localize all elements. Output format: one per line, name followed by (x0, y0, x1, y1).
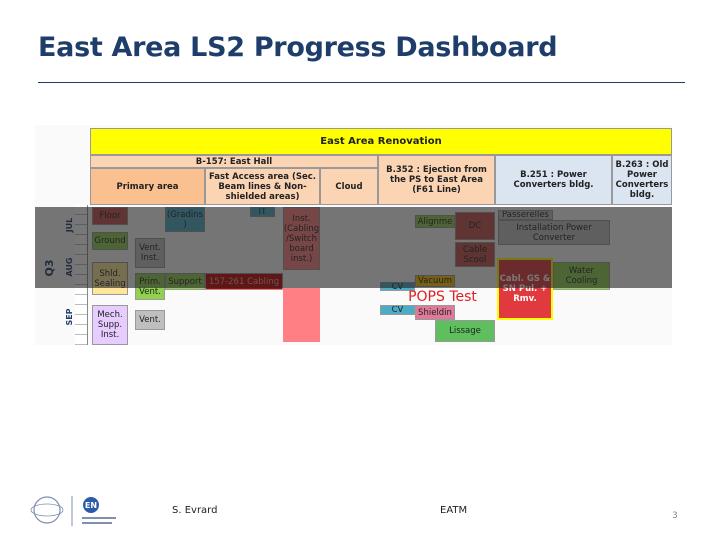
slide-title: East Area LS2 Progress Dashboard (38, 32, 558, 63)
header: East Area Renovation (90, 128, 672, 155)
dim-overlay (35, 207, 672, 288)
task-cell: Vent. (135, 310, 165, 330)
task-cell: Shieldin (415, 305, 455, 320)
en-logo-caption (82, 522, 112, 524)
building-header: B.251 : Power Converters bldg. (495, 155, 612, 205)
footer-author: S. Evrard (172, 505, 218, 516)
building-header: B-157: East Hall (90, 155, 378, 168)
page-number: 3 (672, 511, 678, 521)
en-logo (83, 497, 99, 513)
pink-block (283, 288, 320, 342)
cern-logo-ring (30, 503, 64, 517)
task-cell: CV (380, 305, 415, 315)
task-cell: Mech. Supp. Inst. (92, 305, 128, 345)
title-rule (38, 82, 685, 83)
en-logo-caption (82, 517, 116, 519)
building-header: B.352 : Ejection from the PS to East Are… (378, 155, 495, 205)
logos: EN (30, 496, 116, 526)
building-header: B.263 : Old Power Converters bldg. (612, 155, 672, 205)
footer-group: EATM (440, 505, 468, 516)
task-cell: POPS Test (408, 290, 477, 304)
area-header: Cloud (320, 168, 378, 205)
area-header: Primary area (90, 168, 205, 205)
area-header: Fast Access area (Sec. Beam lines & Non-… (205, 168, 320, 205)
cern-logo (33, 496, 61, 524)
en-logo-text: EN (85, 501, 97, 510)
task-cell: Lissage (435, 320, 495, 342)
month-label: SEP (64, 308, 74, 326)
